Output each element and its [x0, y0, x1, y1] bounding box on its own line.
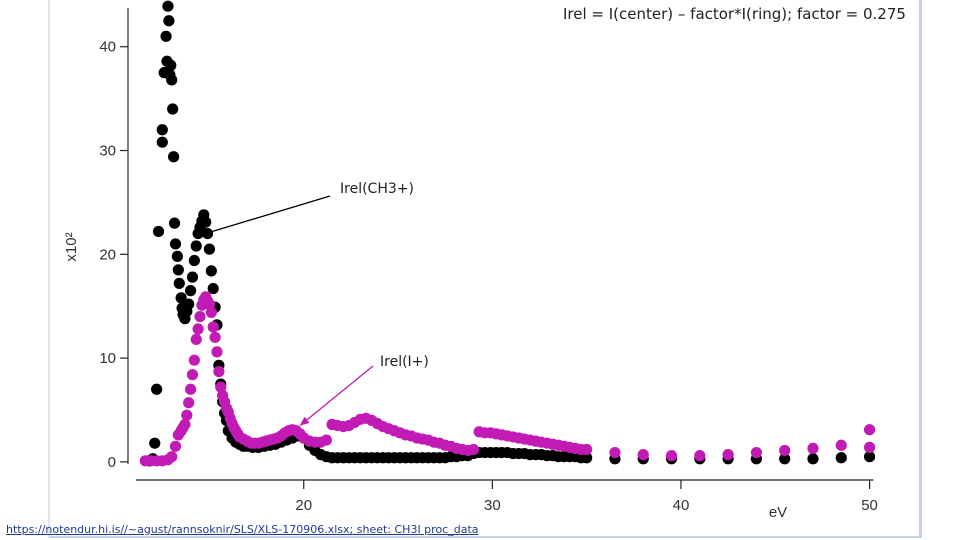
i-data-point — [194, 310, 206, 323]
axes: 0 10 20 30 40 20 30 40 50 x10² eV — [63, 8, 878, 521]
annotations: Irel(CH3+) Irel(I+) — [201, 181, 429, 427]
ch3-data-point — [190, 240, 202, 252]
i-data-point — [722, 449, 734, 461]
i-data-point — [467, 443, 480, 456]
annotation-i: Irel(I+) — [380, 354, 429, 370]
i-data-point — [169, 440, 182, 452]
i-data-point — [186, 369, 199, 381]
ch3-data-point — [186, 271, 199, 283]
i-data-point — [863, 441, 876, 453]
annotation-arrow-line — [299, 365, 374, 427]
i-data-point — [183, 397, 195, 409]
ch3-data-point — [162, 0, 174, 12]
annotation-arrow-line — [201, 195, 331, 236]
plot-frame-left-edge — [48, 0, 50, 538]
i-data-point — [665, 450, 678, 462]
ch3-data-point — [779, 453, 791, 465]
ch3-data-point — [168, 217, 181, 229]
ch3-data-point — [203, 243, 216, 255]
i-data-point — [637, 449, 649, 461]
y-tick-label: 10 — [99, 350, 116, 367]
ch3-data-point — [183, 298, 195, 310]
i-data-point — [207, 321, 219, 333]
i-data-point — [863, 424, 876, 436]
ch3-data-point — [160, 30, 172, 42]
ch3-data-point — [205, 265, 217, 277]
chart-title: Irel = I(center) – factor*I(ring); facto… — [563, 5, 906, 23]
ch3-data-point — [169, 238, 182, 250]
ch3-data-point — [168, 151, 180, 163]
ch3-data-point — [173, 277, 185, 289]
x-tick-label: 30 — [484, 497, 501, 514]
x-tick-label: 50 — [861, 497, 878, 514]
i-data-point — [209, 331, 221, 343]
i-data-point — [835, 439, 847, 451]
i-data-point — [205, 306, 217, 319]
y-tick-label: 40 — [99, 39, 116, 56]
i-data-point — [581, 443, 593, 456]
ch3-data-point — [863, 451, 876, 463]
i-data-point — [190, 333, 202, 346]
y-tick-label: 20 — [99, 246, 116, 263]
ch3-data-point — [163, 15, 175, 27]
ch3-data-point — [167, 103, 179, 115]
i-data-point — [750, 446, 763, 459]
i-data-point — [179, 418, 191, 431]
y-axis-multiplier-label: x10² — [63, 232, 80, 261]
x-axis-label: eV — [769, 504, 787, 521]
ch3-data-point — [175, 292, 187, 304]
i-data-point — [192, 323, 204, 335]
data-marks — [139, 0, 876, 467]
i-data-point — [188, 354, 200, 366]
ch3-data-point — [188, 254, 200, 267]
ch3-data-point — [200, 216, 212, 228]
y-tick-label: 30 — [99, 143, 116, 160]
i-data-point — [213, 365, 225, 378]
i-data-point — [181, 409, 193, 421]
annotation-ch3: Irel(CH3+) — [340, 181, 414, 197]
x-tick-label: 40 — [673, 497, 690, 514]
ch3-data-point — [165, 59, 177, 71]
i-data-point — [320, 434, 332, 446]
i-data-point — [211, 346, 223, 358]
ch3-data-point — [151, 383, 163, 395]
i-data-point — [184, 383, 197, 395]
ch3-data-point — [835, 452, 847, 464]
ch3-data-point — [166, 74, 178, 86]
ch3-data-point — [172, 264, 184, 276]
ch3-data-point — [184, 285, 197, 297]
source-link[interactable]: https://notendur.hi.is//~agust/rannsokni… — [6, 523, 479, 536]
i-data-point — [779, 444, 791, 457]
ch3-data-point — [156, 124, 168, 136]
i-data-point — [609, 446, 621, 459]
x-tick-label: 20 — [295, 497, 312, 514]
y-tick-label: 0 — [108, 454, 116, 471]
plot-frame — [48, 0, 922, 538]
i-data-point — [807, 442, 819, 454]
ch3-data-point — [156, 136, 168, 148]
ch3-data-point — [149, 437, 161, 449]
annotation-arrow-head — [201, 228, 212, 236]
annotation-arrow-head — [299, 416, 310, 426]
ch3-data-point — [581, 452, 593, 464]
ch3-data-point — [171, 250, 183, 262]
ch3-data-point — [152, 225, 165, 238]
i-data-point — [694, 450, 706, 462]
i-data-point — [166, 451, 178, 463]
ch3-data-point — [807, 453, 819, 465]
ch3-data-point — [207, 282, 219, 295]
